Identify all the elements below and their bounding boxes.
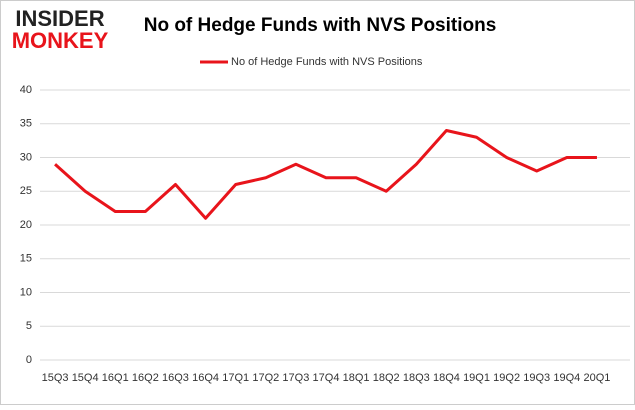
y-tick-label: 30 (20, 151, 32, 163)
y-tick-label: 5 (26, 320, 32, 332)
x-tick-label: 18Q2 (373, 372, 400, 384)
y-tick-label: 40 (20, 84, 32, 96)
x-tick-label: 16Q1 (102, 372, 129, 384)
x-tick-label: 19Q2 (493, 372, 520, 384)
x-tick-label: 17Q2 (252, 372, 279, 384)
y-tick-label: 15 (20, 253, 32, 265)
x-tick-label: 18Q4 (433, 372, 460, 384)
y-tick-label: 35 (20, 118, 32, 130)
x-tick-label: 16Q3 (162, 372, 189, 384)
y-tick-label: 10 (20, 286, 32, 298)
x-tick-label: 17Q1 (222, 372, 249, 384)
y-tick-label: 0 (26, 354, 32, 366)
y-tick-label: 20 (20, 219, 32, 231)
x-tick-label: 17Q3 (282, 372, 309, 384)
x-tick-label: 15Q3 (42, 372, 69, 384)
x-tick-label: 16Q4 (192, 372, 219, 384)
x-tick-label: 16Q2 (132, 372, 159, 384)
x-tick-label: 17Q4 (313, 372, 340, 384)
x-tick-label: 15Q4 (72, 372, 99, 384)
x-tick-label: 18Q1 (343, 372, 370, 384)
logo-bottom: MONKEY (12, 28, 109, 53)
x-tick-label: 19Q4 (553, 372, 580, 384)
x-tick-label: 20Q1 (583, 372, 610, 384)
logo-top: INSIDER (15, 6, 104, 31)
y-tick-label: 25 (20, 185, 32, 197)
line (54, 129, 597, 220)
chart-title: No of Hedge Funds with NVS Positions (144, 15, 497, 36)
x-tick-label: 18Q3 (403, 372, 430, 384)
x-tick-label: 19Q1 (463, 372, 490, 384)
x-tick-label: 19Q3 (523, 372, 550, 384)
legend-label: No of Hedge Funds with NVS Positions (231, 56, 423, 68)
